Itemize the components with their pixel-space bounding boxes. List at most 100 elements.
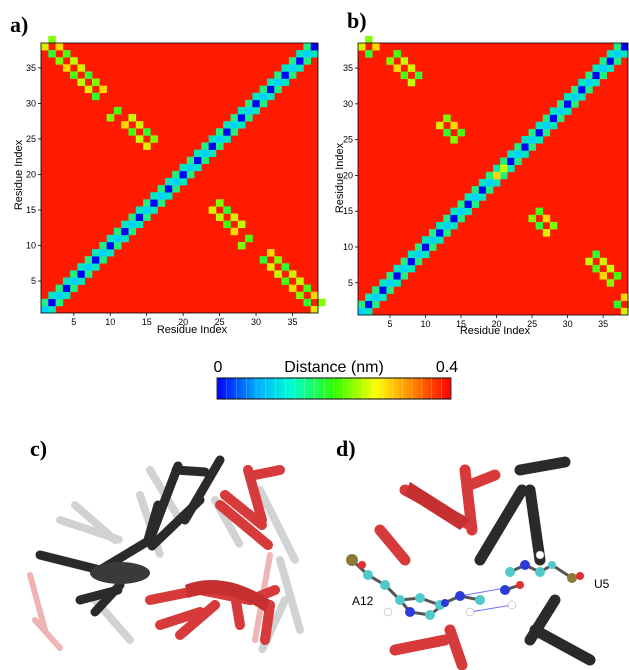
diag-cell-a [230,121,239,129]
near-diag-cell-a [208,149,217,157]
near-diag-cell-b [414,257,423,266]
contact-cell-a [84,71,93,79]
near-diag-cell-a [135,220,144,229]
diag-cell-b [471,193,480,201]
near-diag-cell-a [143,213,151,221]
near-diag-cell-b [521,150,529,158]
diag-cell-b [393,272,401,280]
near-diag-cell-b [606,50,615,58]
diag-cell-b [450,214,458,223]
near-diag-cell-b [535,136,544,144]
near-diag-cell-a [41,298,49,307]
ytick-label-a: 35 [26,63,36,73]
xtick-label-b: 15 [456,319,466,329]
near-diag-cell-b [429,243,437,251]
diag-cell-b [414,250,423,259]
near-diag-cell-b [400,257,409,266]
contact-cell-b [400,57,409,65]
diag-cell-a [208,142,217,150]
near-diag-cell-a [172,170,180,179]
diag-cell-a [245,106,253,115]
diag-cell-a [164,185,173,193]
diag-cell-b [571,93,579,101]
near-diag-cell-a [128,227,137,236]
near-diag-cell-a [274,85,282,94]
near-diag-cell-b [379,279,387,287]
near-diag-cell-a [274,71,282,79]
near-diag-cell-b [421,236,430,244]
contact-cell-a [237,241,246,250]
diag-cell-b [365,300,373,309]
contact-cell-a [288,284,297,292]
diag-cell-a [135,213,144,221]
diag-cell-b [478,186,487,194]
diag-cell-a [274,78,282,86]
contact-cell-a [62,50,71,58]
near-diag-cell-a [194,149,202,157]
diag-cell-a [157,192,166,200]
ytick-label-b: 35 [343,63,353,73]
near-diag-cell-b [421,250,430,259]
contact-cell-a [245,234,253,243]
near-diag-cell-b [457,200,465,208]
diag-cell-b [585,78,593,87]
contact-cell-b [613,300,622,309]
ytick-label-a: 30 [26,98,36,108]
xtick-label-a: 5 [71,317,76,327]
diag-cell-b [400,264,409,273]
contact-cell-a [84,85,93,94]
contact-cell-a [230,227,239,236]
diag-cell-b [386,279,394,287]
diag-cell-a [121,227,129,236]
near-diag-cell-a [92,249,100,257]
diag-cell-a [186,163,195,172]
contact-cell-a [259,256,268,264]
near-diag-cell-b [528,128,536,137]
colorbar-title: Distance (nm) [284,359,384,376]
diag-cell-b [578,85,586,94]
diag-cell-b [606,57,615,65]
near-diag-cell-b [549,121,558,130]
contact-cell-a [223,220,231,229]
contact-cell-a [274,270,282,278]
diag-cell-a [106,241,115,250]
near-diag-cell-a [310,50,319,58]
near-diag-cell-a [106,234,115,243]
diag-cell-a [223,128,231,136]
near-diag-cell-a [113,227,122,236]
near-diag-cell-a [288,57,297,65]
near-diag-cell-b [471,200,480,208]
contact-cell-b [372,43,380,51]
near-diag-cell-b [578,93,586,101]
contact-cell-b [599,257,607,266]
near-diag-cell-a [121,220,129,229]
contact-cell-a [237,220,246,229]
panel-label-d: d) [336,436,356,461]
contact-cell-a [70,71,78,79]
contact-cell-a [128,114,137,122]
near-diag-cell-a [245,99,253,108]
contact-cell-a [128,128,137,136]
near-diag-cell-b [571,85,579,94]
near-diag-cell-a [288,71,297,79]
contact-cell-b [414,71,423,80]
near-diag-cell-a [252,92,260,101]
near-diag-cell-a [237,121,246,129]
contact-cell-a [150,135,158,143]
ytick-label-b: 5 [348,278,353,288]
contact-cell-a [55,43,64,51]
contact-cell-b [450,136,458,144]
diag-cell-a [143,206,151,214]
near-diag-cell-a [77,263,86,271]
near-diag-cell-b [599,57,607,65]
diag-cell-a [70,277,78,285]
near-diag-cell-a [164,178,173,186]
contact-cell-b [436,121,444,130]
diag-cell-b [542,121,551,130]
near-diag-cell-a [164,192,173,200]
colorbar-gradient [216,377,452,400]
ytick-label-b: 20 [343,170,353,180]
xtick-label-a: 15 [142,317,152,327]
diag-cell-a [77,270,86,278]
